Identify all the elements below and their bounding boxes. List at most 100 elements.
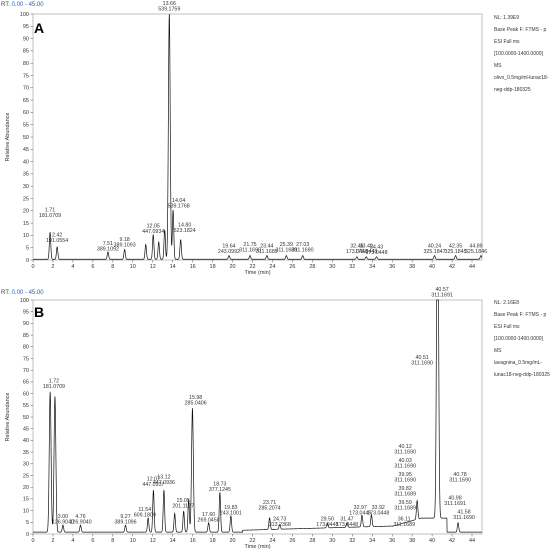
- y-tick-label: 90: [23, 36, 29, 42]
- peak-mz-label: 447.0937: [142, 482, 164, 488]
- peak-rt-label: 34.43: [370, 245, 383, 251]
- peak-rt-label: 39.59: [399, 500, 412, 506]
- x-tick-label: 0: [31, 264, 34, 270]
- y-tick-label: 10: [23, 508, 29, 514]
- y-tick-label: 20: [23, 485, 29, 491]
- peak-mz-label: 325.1845: [445, 249, 467, 255]
- peak-rt-label: 14.04: [172, 198, 185, 204]
- peak-rt-label: 42.35: [449, 243, 462, 249]
- x-tick-label: 32: [349, 538, 355, 544]
- peak-rt-label: 4.76: [75, 514, 85, 520]
- y-tick-label: 15: [23, 497, 29, 503]
- peak-rt-label: 18.73: [213, 481, 226, 487]
- info-line: neg-ddp-180325: [494, 87, 531, 93]
- y-tick-label: 95: [23, 310, 29, 316]
- chromatogram-trace: [33, 299, 482, 533]
- x-tick-label: 10: [130, 264, 136, 270]
- info-line: Base Peak F: FTMS - p: [494, 27, 547, 33]
- x-tick-label: 22: [249, 538, 255, 544]
- peak-rt-label: 21.75: [243, 242, 256, 248]
- info-line: Base Peak F: FTMS - p: [494, 312, 547, 318]
- peak-rt-label: 44.89: [469, 243, 482, 249]
- peak-mz-label: 311.1690: [394, 478, 416, 484]
- peak-mz-label: 173.0448: [316, 522, 338, 528]
- peak-mz-label: 126.9040: [69, 520, 91, 526]
- x-tick-label: 12: [150, 538, 156, 544]
- y-tick-label: 85: [23, 333, 29, 339]
- info-line: [100.0000-1400.0000]: [494, 336, 543, 342]
- peak-rt-label: 40.78: [453, 472, 466, 478]
- peak-rt-label: 2.42: [52, 232, 62, 238]
- x-tick-label: 8: [111, 538, 114, 544]
- panel-letter: A: [34, 20, 45, 36]
- peak-rt-label: 40.12: [399, 444, 412, 450]
- x-tick-label: 36: [389, 264, 395, 270]
- peak-mz-label: 523.1824: [174, 228, 196, 234]
- peak-mz-label: 311.1690: [411, 361, 433, 367]
- x-tick-label: 14: [170, 264, 176, 270]
- chromatogram-trace: [33, 13, 483, 260]
- peak-mz-label: 173.0448: [365, 250, 387, 256]
- y-tick-label: 60: [23, 110, 29, 116]
- y-tick-label: 30: [23, 462, 29, 468]
- y-tick-label: 70: [23, 86, 29, 92]
- x-tick-label: 38: [409, 538, 415, 544]
- y-tick-label: 65: [23, 98, 29, 104]
- scan-info-box: NL: 1.39E9 Base Peak F: FTMS - p ESI Ful…: [494, 9, 550, 99]
- y-tick-label: 5: [26, 520, 29, 526]
- y-tick-label: 50: [23, 415, 29, 421]
- peak-mz-label: 325.1846: [465, 249, 487, 255]
- peak-mz-label: 311.1689: [393, 522, 415, 528]
- x-tick-label: 12: [150, 264, 156, 270]
- peak-mz-label: 201.1127: [172, 503, 194, 509]
- peak-rt-label: 1.71: [45, 208, 55, 214]
- x-tick-label: 4: [71, 538, 74, 544]
- info-line: NL: 2.16E8: [494, 300, 520, 306]
- x-tick-label: 0: [31, 538, 34, 544]
- x-tick-label: 6: [91, 538, 94, 544]
- peak-rt-label: 15.05: [177, 498, 190, 504]
- plot-frame: [32, 299, 483, 535]
- y-tick-label: 15: [23, 221, 29, 227]
- info-line: ESI Full ms: [494, 39, 520, 45]
- peak-mz-label: 311.1690: [394, 449, 416, 455]
- x-tick-label: 16: [190, 264, 196, 270]
- peak-mz-label: 285.0406: [185, 400, 207, 406]
- peak-rt-label: 15.98: [189, 395, 202, 401]
- peak-mz-label: 173.0448: [367, 510, 389, 516]
- peak-rt-label: 13.66: [163, 1, 176, 7]
- info-line: MS: [494, 63, 502, 69]
- peak-mz-label: 311.1690: [449, 478, 471, 484]
- peak-mz-label: 173.0448: [336, 522, 358, 528]
- peak-rt-label: 23.44: [260, 243, 273, 249]
- x-tick-label: 30: [329, 538, 335, 544]
- peak-rt-label: 23.71: [263, 500, 276, 506]
- y-tick-label: 55: [23, 403, 29, 409]
- peak-mz-label: 311.1690: [292, 248, 314, 254]
- y-tick-label: 90: [23, 321, 29, 327]
- peak-mz-label: 609.1809: [134, 513, 156, 519]
- y-tick-label: 45: [23, 147, 29, 153]
- info-line: [100.0000-1400.0000]: [494, 51, 543, 57]
- peak-mz-label: 243.0992: [218, 249, 240, 255]
- peak-rt-label: 40.51: [416, 355, 429, 361]
- x-tick-label: 28: [309, 538, 315, 544]
- x-tick-label: 42: [449, 264, 455, 270]
- peak-rt-label: 33.40: [360, 243, 373, 249]
- rt-range-value: 0.00 - 45.00: [11, 290, 44, 296]
- peak-mz-label: 389.1092: [97, 246, 119, 252]
- peak-mz-label: 269.0458: [198, 517, 220, 523]
- chromatogram-panel-b: RT: 0.00 - 45.00 B NL: 2.16E8 Base Peak …: [0, 287, 550, 552]
- info-line: lunac18-neg-ddp-180325: [494, 372, 550, 378]
- x-tick-label: 24: [269, 538, 275, 544]
- peak-mz-label: 389.1093: [114, 243, 136, 249]
- peak-rt-label: 1.72: [49, 378, 59, 384]
- peak-rt-label: 29.50: [321, 516, 334, 522]
- rt-range-value: 0.00 - 45.00: [11, 2, 44, 8]
- peak-rt-label: 36.11: [398, 516, 411, 522]
- peak-mz-label: 173.0448: [346, 249, 368, 255]
- peak-mz-label: 191.0554: [46, 238, 68, 244]
- peak-rt-label: 24.73: [273, 516, 286, 522]
- x-tick-label: 8: [111, 264, 114, 270]
- peak-rt-label: 19.64: [222, 243, 235, 249]
